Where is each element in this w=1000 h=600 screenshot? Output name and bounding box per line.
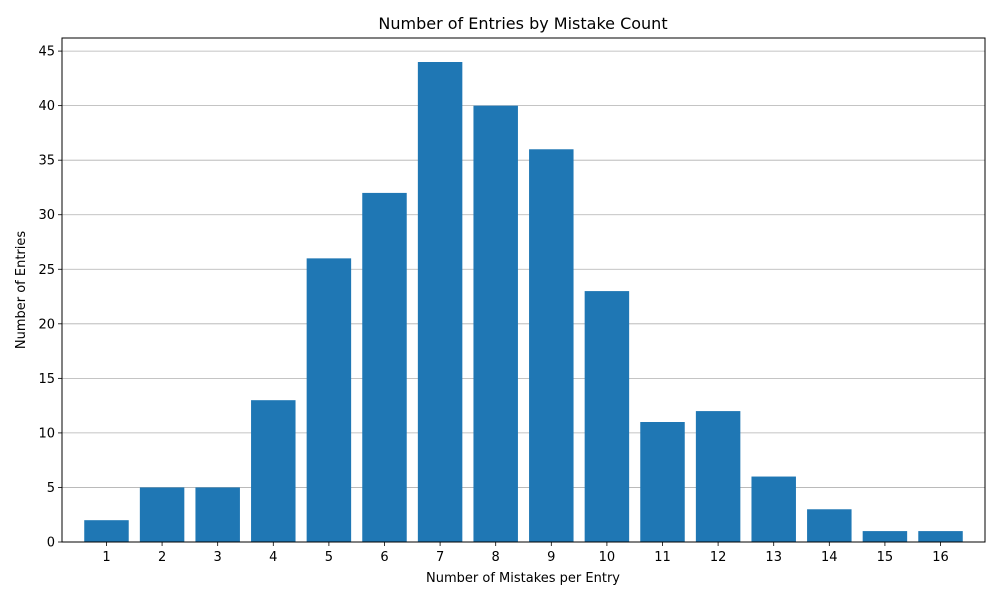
x-tick-label: 3: [214, 550, 222, 565]
x-tick-label: 12: [710, 550, 727, 565]
bar-12: [695, 411, 741, 542]
bar-10: [584, 291, 630, 542]
x-tick-label: 11: [654, 550, 671, 565]
bar-9: [529, 149, 574, 543]
x-axis-ticks: 1 2 3 4 5 6 7 8 9 10 11 12 13 14 15 16: [102, 542, 949, 565]
plot-frame: [61, 37, 986, 543]
y-tick-label: 5: [47, 481, 55, 496]
bar-16: [918, 531, 963, 542]
x-tick-label: 14: [821, 550, 838, 565]
y-tick-label: 0: [47, 536, 55, 551]
y-tick-label: 45: [38, 45, 55, 60]
y-tick-label: 15: [38, 372, 55, 387]
y-axis-label: Number of Entries: [14, 231, 29, 350]
y-tick-label: 40: [38, 99, 55, 114]
x-tick-label: 10: [599, 550, 616, 565]
x-tick-label: 13: [765, 550, 782, 565]
x-tick-label: 2: [158, 550, 166, 565]
bar-3: [195, 487, 240, 542]
grid-lines: [62, 50, 985, 543]
y-tick-label: 20: [38, 317, 55, 332]
y-tick-label: 25: [38, 263, 55, 278]
x-tick-label: 6: [380, 550, 388, 565]
bar-5: [306, 258, 352, 542]
x-tick-label: 5: [325, 550, 333, 565]
chart-title: Number of Entries by Mistake Count: [378, 14, 667, 33]
bar-13: [751, 476, 796, 542]
y-axis-ticks: 0 5 10 15 20 25 30 35 40 45: [38, 45, 62, 551]
y-tick-label: 10: [38, 426, 55, 441]
x-tick-label: 9: [547, 550, 555, 565]
bar-2: [139, 487, 185, 542]
bars: [84, 62, 963, 543]
y-tick-label: 30: [38, 208, 55, 223]
bar-11: [640, 422, 685, 542]
x-tick-label: 1: [102, 550, 110, 565]
bar-7: [417, 62, 463, 542]
x-tick-label: 15: [877, 550, 894, 565]
axes: [61, 37, 986, 543]
bar-4: [251, 400, 296, 542]
x-tick-label: 4: [269, 550, 277, 565]
x-tick-label: 16: [932, 550, 949, 565]
bar-8: [473, 105, 518, 543]
bar-1: [84, 520, 129, 542]
bar-14: [807, 509, 852, 542]
x-tick-label: 8: [492, 550, 500, 565]
x-axis-label: Number of Mistakes per Entry: [426, 571, 620, 586]
y-tick-label: 35: [38, 154, 55, 169]
bar-15: [862, 531, 908, 542]
x-tick-label: 7: [436, 550, 444, 565]
bar-6: [362, 192, 407, 542]
